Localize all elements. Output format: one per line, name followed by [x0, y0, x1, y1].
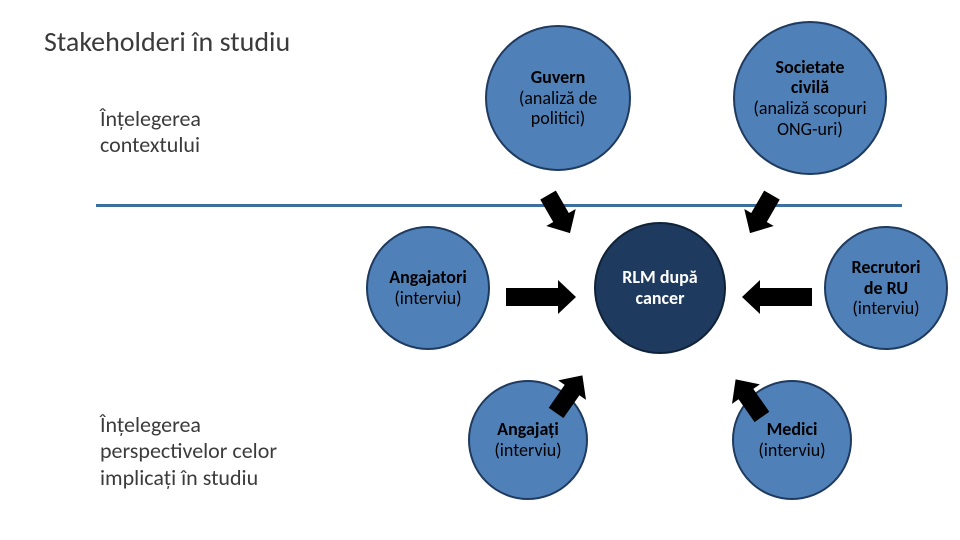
arrow-societate	[735, 187, 786, 242]
node-title: Societate	[776, 57, 845, 78]
section-label-line: Înțelegerea	[100, 412, 277, 438]
node-title: Guvern	[531, 67, 586, 88]
page-title: Stakeholderi în studiu	[44, 24, 290, 59]
node-title: Angajatori	[389, 267, 467, 288]
node-guvern: Guvern (analiză de politici)	[485, 25, 631, 171]
node-title: Recrutori	[851, 257, 920, 278]
node-sub: (interviu)	[494, 440, 561, 461]
node-recrutori: Recrutori de RU (interviu)	[824, 226, 948, 350]
node-sub: politici)	[531, 108, 585, 129]
node-sub: (analiză de	[519, 88, 597, 109]
node-title: Angajați	[497, 419, 559, 440]
node-title: civilă	[791, 77, 829, 98]
node-sub: (analiză scopuri	[753, 98, 866, 119]
node-rlm: RLM după cancer	[594, 222, 726, 354]
node-societate: Societate civilă (analiză scopuri ONG-ur…	[733, 21, 887, 175]
arrow-angajatori	[506, 280, 576, 314]
node-angajatori: Angajatori (interviu)	[366, 226, 490, 350]
node-title: RLM după	[622, 267, 697, 288]
arrow-recrutori	[742, 280, 812, 314]
node-sub: ONG-uri)	[777, 119, 843, 140]
section-label-line: Înțelegerea	[100, 106, 201, 132]
node-title: Medici	[767, 419, 818, 440]
section-label-line: perspectivelor celor	[100, 438, 277, 464]
section-label-context: Înțelegerea contextului	[100, 106, 201, 159]
node-title: cancer	[636, 288, 685, 309]
node-sub: (interviu)	[758, 440, 825, 461]
arrow-guvern	[533, 187, 584, 242]
section-label-perspectives: Înțelegerea perspectivelor celor implica…	[100, 412, 277, 491]
node-title: de RU	[864, 278, 908, 299]
section-label-line: implicați în studiu	[100, 465, 277, 491]
node-sub: (interviu)	[394, 288, 461, 309]
node-sub: (interviu)	[852, 298, 919, 319]
section-label-line: contextului	[100, 132, 201, 158]
